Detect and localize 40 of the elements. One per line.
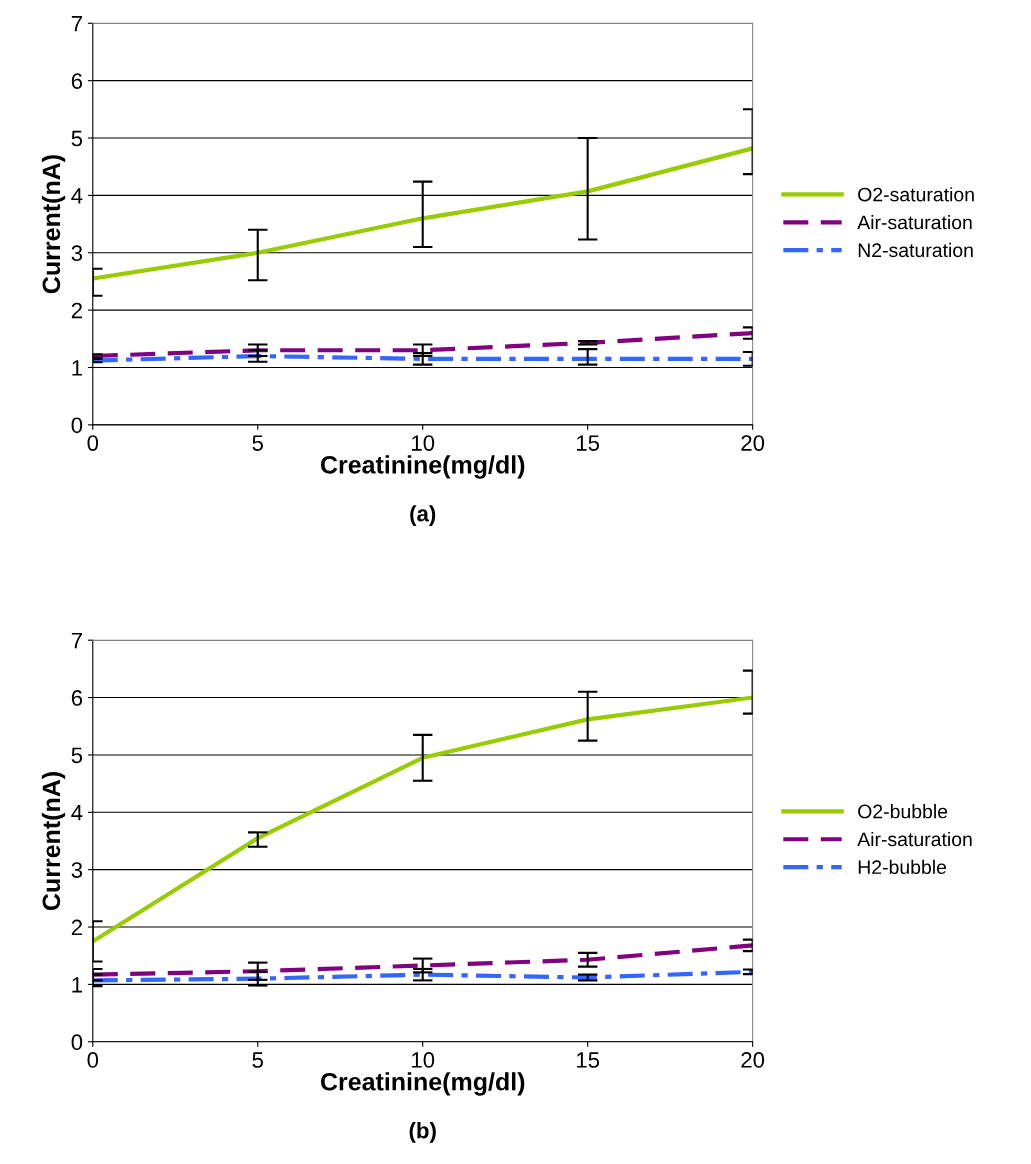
y-tick-label: 1 xyxy=(72,977,82,993)
x-tick-label: 5 xyxy=(252,435,263,451)
x-tick-label: 20 xyxy=(741,1052,765,1068)
x-tick-label: 5 xyxy=(252,1052,263,1068)
x-tick-label: 0 xyxy=(87,1052,99,1068)
legend-label: O2-bubble xyxy=(858,804,948,819)
x-tick-label: 0 xyxy=(87,435,99,451)
y-tick-label: 7 xyxy=(71,16,82,32)
legend-label: Air-saturation xyxy=(857,831,972,847)
y-tick-label: 0 xyxy=(71,417,83,434)
y-tick-label: 2 xyxy=(71,919,82,936)
text: (a) xyxy=(410,505,436,526)
y-axis-title: Current(nA) xyxy=(41,155,66,294)
y-axis-title: Current(nA) xyxy=(41,772,66,911)
text: (b) xyxy=(409,1122,436,1143)
y-tick-label: 5 xyxy=(71,747,83,764)
x-tick-label: 10 xyxy=(412,1052,435,1068)
legend-label: O2-saturation xyxy=(858,187,974,202)
x-tick-label: 20 xyxy=(741,435,765,451)
x-axis-title: Creatinine(mg/dl) xyxy=(320,1072,525,1096)
legend-label: Air-saturation xyxy=(857,215,972,230)
x-tick-label: 15 xyxy=(577,1052,600,1068)
y-tick-label: 5 xyxy=(71,130,83,147)
y-tick-label: 7 xyxy=(71,632,82,649)
x-tick-label: 15 xyxy=(577,435,600,451)
line-series xyxy=(92,943,753,977)
y-tick-label: 0 xyxy=(71,1034,83,1051)
y-tick-label: 6 xyxy=(71,73,83,89)
y-tick-label: 3 xyxy=(71,245,83,262)
y-tick-label: 2 xyxy=(71,302,82,319)
y-tick-label: 1 xyxy=(72,360,82,376)
y-tick-label: 4 xyxy=(71,805,83,821)
line-series xyxy=(92,330,753,359)
y-tick-label: 3 xyxy=(71,862,83,878)
y-tick-label: 4 xyxy=(71,188,83,204)
legend-label: H2-bubble xyxy=(858,859,947,875)
y-tick-label: 6 xyxy=(71,690,83,706)
legend-label: N2-saturation xyxy=(858,242,973,258)
x-tick-label: 10 xyxy=(412,435,435,451)
x-axis-title: Creatinine(mg/dl) xyxy=(320,455,525,479)
